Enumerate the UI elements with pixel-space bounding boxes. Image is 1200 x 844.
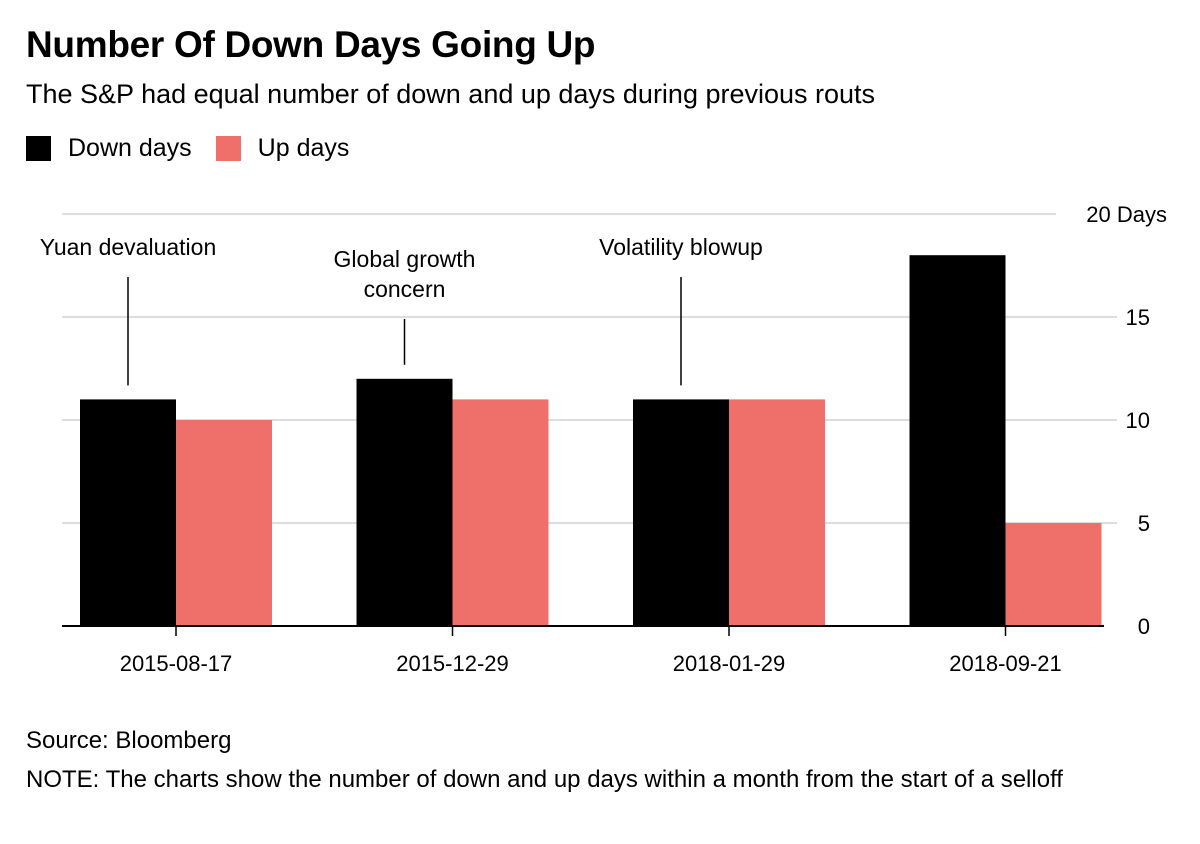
- x-tick-label: 2018-09-21: [949, 651, 1062, 676]
- x-tick-label: 2015-08-17: [120, 651, 233, 676]
- annotation-label: Yuan devaluation: [40, 234, 217, 260]
- y-tick-label: 0: [1138, 614, 1150, 639]
- x-tick-label: 2018-01-29: [673, 651, 786, 676]
- bar-up-days: [176, 420, 272, 626]
- legend-swatch-down-days: [26, 136, 51, 161]
- bar-chart: 0 5 10 15 20 Days 2015-08-17 2015-12-29 2018-01…: [40, 202, 1167, 676]
- bar-down-days: [909, 255, 1006, 626]
- annotation-label: Global growth: [334, 246, 476, 272]
- annotation-label: concern: [364, 276, 446, 302]
- y-tick-label: 5: [1138, 511, 1150, 536]
- y-tick-label: 10: [1126, 408, 1150, 433]
- bar-up-days: [452, 399, 549, 626]
- x-tick-label: 2015-12-29: [396, 651, 509, 676]
- chart-title: Number Of Down Days Going Up: [26, 24, 596, 65]
- legend-label-up-days: Up days: [257, 134, 350, 162]
- legend-item-down-days: Down days: [26, 134, 192, 163]
- legend-label-down-days: Down days: [68, 134, 192, 162]
- source-text: Source: Bloomberg: [26, 727, 232, 754]
- annotation-label: Volatility blowup: [599, 234, 763, 260]
- legend-item-up-days: Up days: [215, 134, 350, 163]
- bar-up-days: [1005, 523, 1102, 626]
- y-tick-label: 15: [1126, 305, 1150, 330]
- bar-down-days: [633, 399, 729, 626]
- note-text: NOTE: The charts show the number of down…: [26, 766, 1063, 793]
- bar-up-days: [729, 399, 825, 626]
- bar-down-days: [356, 378, 453, 626]
- bar-down-days: [80, 399, 176, 626]
- chart-subtitle: The S&P had equal number of down and up …: [26, 79, 876, 109]
- legend: Down days Up days: [26, 134, 373, 163]
- y-tick-label: 20 Days: [1086, 202, 1167, 227]
- legend-swatch-up-days: [215, 136, 241, 161]
